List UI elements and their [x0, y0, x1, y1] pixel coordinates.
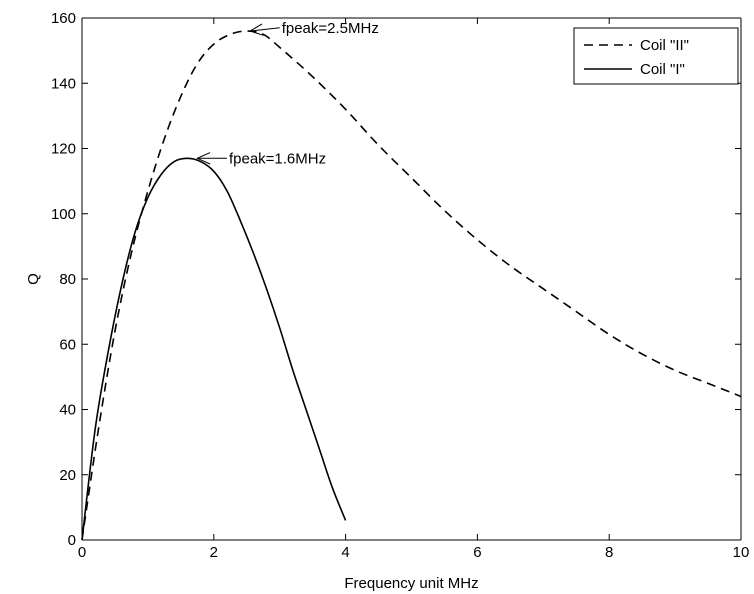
- y-tick-label: 160: [51, 10, 76, 27]
- legend-label-1: Coil "II": [640, 37, 689, 54]
- y-tick-label: 80: [59, 271, 76, 288]
- y-tick-label: 40: [59, 402, 76, 419]
- x-axis-label: Frequency unit MHz: [344, 575, 478, 592]
- legend: Coil "II" Coil "I": [573, 27, 739, 85]
- series-layer: [81, 30, 742, 541]
- x-tick-label: 4: [341, 544, 349, 561]
- y-tick-label: 0: [68, 532, 76, 549]
- annotation-label: fpeak=2.5MHz: [282, 20, 379, 37]
- x-tick-label: 10: [733, 544, 750, 561]
- plot-area: [82, 18, 741, 540]
- y-tick-label: 140: [51, 75, 76, 92]
- y-tick-label: 120: [51, 141, 76, 158]
- series-line-2: [81, 157, 347, 541]
- annotation-arrow-line: [249, 27, 280, 32]
- series-line-1: [81, 30, 742, 541]
- y-tick-label: 20: [59, 467, 76, 484]
- y-tick-label: 60: [59, 336, 76, 353]
- annotations-layer: fpeak=2.5MHz fpeak=1.6MHz: [196, 20, 379, 167]
- annotation-arrow-head: [196, 152, 211, 165]
- plot-background: [82, 18, 741, 540]
- x-tick-label: 0: [78, 544, 86, 561]
- annotation-arrow-head: [248, 23, 264, 36]
- x-tick-label: 2: [210, 544, 218, 561]
- x-tick-label: 8: [605, 544, 613, 561]
- legend-box: [573, 27, 739, 85]
- y-axis-label: Q: [25, 273, 42, 285]
- x-tick-label: 6: [473, 544, 481, 561]
- legend-label-2: Coil "I": [640, 61, 685, 78]
- y-tick-label: 100: [51, 206, 76, 223]
- annotation-label: fpeak=1.6MHz: [229, 150, 326, 167]
